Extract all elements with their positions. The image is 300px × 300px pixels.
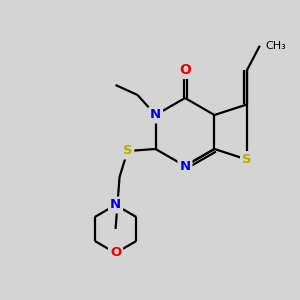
Text: CH₃: CH₃ <box>266 41 286 51</box>
Text: O: O <box>110 247 121 260</box>
Text: S: S <box>123 145 132 158</box>
Text: O: O <box>179 63 191 77</box>
Text: N: N <box>110 199 121 212</box>
Text: N: N <box>150 109 161 122</box>
Text: S: S <box>242 153 252 166</box>
Text: N: N <box>179 160 191 172</box>
